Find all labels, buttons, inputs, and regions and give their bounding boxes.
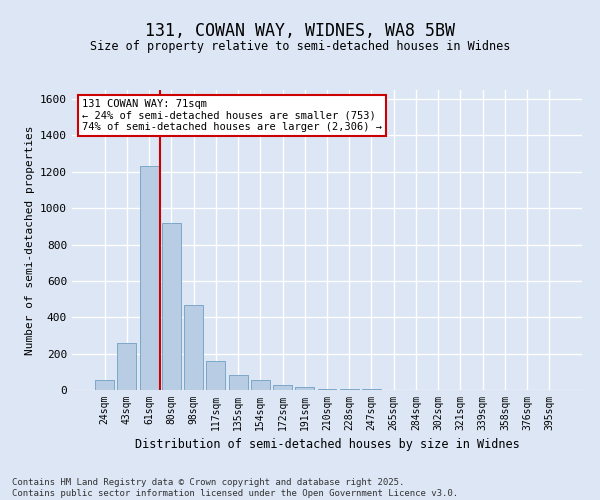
Bar bbox=[317, 388, 337, 390]
X-axis label: Distribution of semi-detached houses by size in Widnes: Distribution of semi-detached houses by … bbox=[134, 438, 520, 452]
Text: 131 COWAN WAY: 71sqm
← 24% of semi-detached houses are smaller (753)
74% of semi: 131 COWAN WAY: 71sqm ← 24% of semi-detac… bbox=[82, 99, 382, 132]
Bar bbox=[184, 304, 203, 390]
Text: Contains HM Land Registry data © Crown copyright and database right 2025.
Contai: Contains HM Land Registry data © Crown c… bbox=[12, 478, 458, 498]
Bar bbox=[206, 361, 225, 390]
Bar bbox=[251, 380, 270, 390]
Bar bbox=[229, 376, 248, 390]
Bar bbox=[118, 342, 136, 390]
Y-axis label: Number of semi-detached properties: Number of semi-detached properties bbox=[25, 125, 35, 355]
Bar bbox=[295, 388, 314, 390]
Bar bbox=[340, 389, 359, 390]
Bar bbox=[95, 380, 114, 390]
Text: Size of property relative to semi-detached houses in Widnes: Size of property relative to semi-detach… bbox=[90, 40, 510, 53]
Bar bbox=[140, 166, 158, 390]
Text: 131, COWAN WAY, WIDNES, WA8 5BW: 131, COWAN WAY, WIDNES, WA8 5BW bbox=[145, 22, 455, 40]
Bar bbox=[162, 222, 181, 390]
Bar bbox=[273, 384, 292, 390]
